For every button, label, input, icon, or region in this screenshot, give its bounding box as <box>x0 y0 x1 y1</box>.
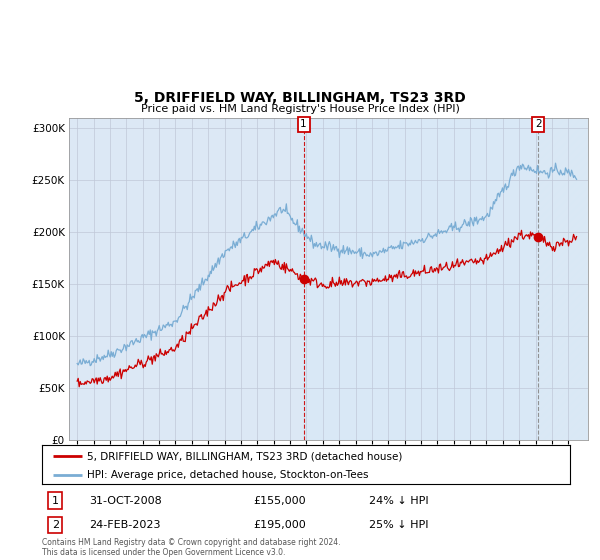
Text: HPI: Average price, detached house, Stockton-on-Tees: HPI: Average price, detached house, Stoc… <box>87 470 368 479</box>
Text: £195,000: £195,000 <box>253 520 306 530</box>
Text: 1: 1 <box>301 119 307 129</box>
Text: £155,000: £155,000 <box>253 496 306 506</box>
Text: 5, DRIFFIELD WAY, BILLINGHAM, TS23 3RD: 5, DRIFFIELD WAY, BILLINGHAM, TS23 3RD <box>134 91 466 105</box>
Text: Contains HM Land Registry data © Crown copyright and database right 2024.
This d: Contains HM Land Registry data © Crown c… <box>42 538 341 557</box>
Text: 2: 2 <box>535 119 541 129</box>
Text: 31-OCT-2008: 31-OCT-2008 <box>89 496 162 506</box>
Bar <box>304 118 538 440</box>
Text: 5, DRIFFIELD WAY, BILLINGHAM, TS23 3RD (detached house): 5, DRIFFIELD WAY, BILLINGHAM, TS23 3RD (… <box>87 451 402 461</box>
Text: Price paid vs. HM Land Registry's House Price Index (HPI): Price paid vs. HM Land Registry's House … <box>140 104 460 114</box>
Text: 1: 1 <box>52 496 59 506</box>
Text: 24-FEB-2023: 24-FEB-2023 <box>89 520 161 530</box>
Text: 25% ↓ HPI: 25% ↓ HPI <box>370 520 429 530</box>
Bar <box>538 118 588 440</box>
Text: 24% ↓ HPI: 24% ↓ HPI <box>370 496 429 506</box>
Text: 2: 2 <box>52 520 59 530</box>
